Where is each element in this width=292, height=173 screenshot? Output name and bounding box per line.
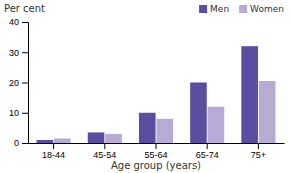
bar-series: [37, 46, 258, 143]
bars: [37, 46, 276, 143]
x-tick-mark: [156, 143, 157, 149]
legend-label: Men: [210, 4, 229, 14]
x-axis: 18-44 45-54 55-64 65-74 75+: [29, 143, 285, 160]
x-tick-label: 18-44: [42, 150, 65, 160]
y-tick-mark: [22, 52, 28, 53]
legend-swatch: [199, 5, 207, 13]
legend-item: Women: [239, 4, 284, 14]
y-tick-label: 40: [9, 17, 19, 27]
x-axis-title: Age group (years): [111, 160, 201, 171]
x-tick: 75+: [251, 143, 266, 160]
x-tick-mark: [258, 143, 259, 149]
x-tick-mark: [104, 143, 105, 149]
y-tick: 10: [9, 108, 28, 118]
x-tick-label: 75+: [251, 150, 266, 160]
y-tick-label: 20: [9, 78, 19, 88]
bar: [54, 138, 71, 143]
bar: [37, 140, 54, 143]
x-tick-mark: [53, 143, 54, 149]
y-tick: 0: [14, 138, 28, 148]
bar: [190, 83, 207, 144]
y-tick: 30: [9, 48, 28, 58]
y-tick-label: 0: [14, 138, 19, 148]
y-axis-line: [22, 23, 29, 144]
y-tick-mark: [22, 143, 28, 144]
y-tick-mark: [22, 113, 28, 114]
y-tick-label: 30: [9, 48, 19, 58]
x-tick-label: 65-74: [196, 150, 219, 160]
y-tick: 40: [9, 17, 28, 27]
legend-swatch: [239, 5, 247, 13]
y-tick-mark: [22, 83, 28, 84]
chart: 18-44 45-54 55-64 65-74 75+ 0 10 20 30 40 Age grou…: [0, 0, 292, 173]
legend-item: Men: [199, 4, 229, 14]
y-tick-mark: [22, 22, 28, 23]
x-tick: 55-64: [144, 143, 167, 160]
y-axis: 0 10 20 30 40: [9, 17, 29, 148]
x-tick-label: 45-54: [93, 150, 116, 160]
bar: [156, 119, 173, 143]
x-tick-label: 55-64: [144, 150, 167, 160]
bar: [105, 134, 122, 143]
bar: [88, 132, 105, 143]
bar: [259, 81, 276, 143]
x-tick: 18-44: [42, 143, 65, 160]
bar: [241, 46, 258, 143]
x-tick: 65-74: [196, 143, 219, 160]
x-tick: 45-54: [93, 143, 116, 160]
legend: Men Women: [199, 4, 284, 14]
x-tick-mark: [207, 143, 208, 149]
legend-label: Women: [250, 4, 284, 14]
bar: [208, 107, 225, 143]
bar-series: [54, 81, 275, 143]
y-tick-label: 10: [9, 108, 19, 118]
plot: 18-44 45-54 55-64 65-74 75+ 0 10 20 30 40: [9, 17, 285, 160]
bar: [139, 113, 156, 143]
y-axis-title: Per cent: [4, 3, 45, 14]
y-tick: 20: [9, 78, 28, 88]
